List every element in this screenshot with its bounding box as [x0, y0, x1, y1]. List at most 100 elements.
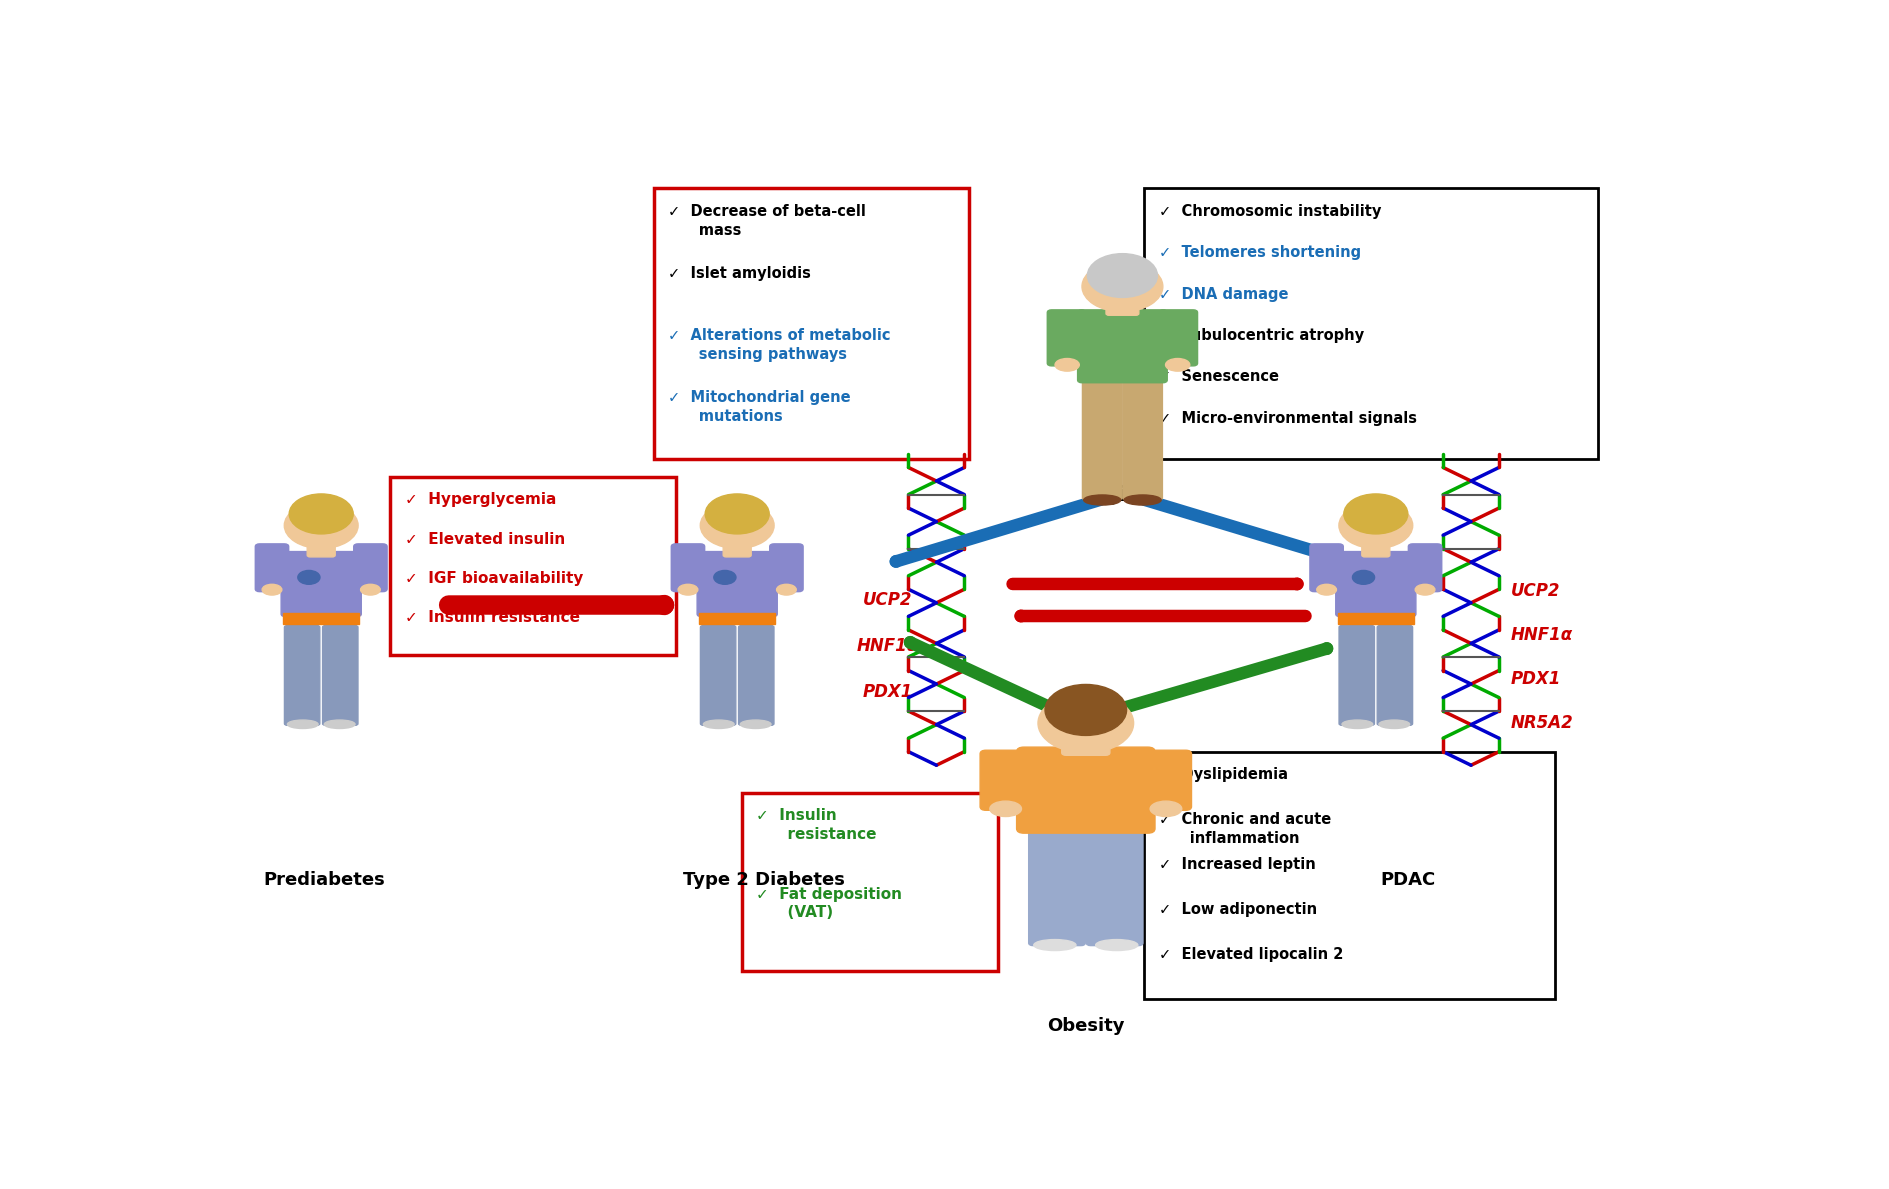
- FancyBboxPatch shape: [1082, 378, 1122, 499]
- FancyBboxPatch shape: [1077, 310, 1167, 383]
- FancyBboxPatch shape: [654, 189, 967, 459]
- FancyBboxPatch shape: [1016, 747, 1154, 833]
- FancyBboxPatch shape: [255, 543, 289, 592]
- FancyBboxPatch shape: [1086, 826, 1143, 945]
- Ellipse shape: [287, 721, 317, 729]
- Text: ✓  Hyperglycemia: ✓ Hyperglycemia: [404, 492, 555, 508]
- FancyBboxPatch shape: [723, 539, 750, 556]
- Text: UCP2: UCP2: [863, 591, 912, 610]
- Ellipse shape: [1341, 721, 1371, 729]
- Text: PDX1: PDX1: [1509, 671, 1560, 688]
- FancyBboxPatch shape: [1337, 612, 1413, 624]
- FancyBboxPatch shape: [308, 539, 334, 556]
- Ellipse shape: [703, 721, 733, 729]
- Text: NR5A2: NR5A2: [1509, 715, 1572, 732]
- FancyBboxPatch shape: [769, 543, 803, 592]
- FancyBboxPatch shape: [697, 552, 776, 617]
- FancyBboxPatch shape: [1047, 310, 1084, 366]
- Ellipse shape: [1166, 359, 1190, 371]
- Ellipse shape: [1033, 939, 1075, 950]
- Circle shape: [1081, 262, 1162, 312]
- Text: Aging: Aging: [1088, 485, 1156, 505]
- Circle shape: [1086, 253, 1156, 297]
- FancyBboxPatch shape: [1105, 296, 1139, 315]
- Circle shape: [298, 571, 319, 584]
- Text: ✓  Islet amyloidis: ✓ Islet amyloidis: [669, 266, 810, 281]
- FancyBboxPatch shape: [323, 625, 357, 725]
- Text: ✓  Chronic and acute
      inflammation: ✓ Chronic and acute inflammation: [1158, 812, 1330, 845]
- Text: ✓  Insulin
      resistance: ✓ Insulin resistance: [756, 809, 876, 842]
- Text: PDX1: PDX1: [863, 682, 912, 702]
- FancyBboxPatch shape: [739, 625, 774, 725]
- Text: ✓  Mitochondrial gene
      mutations: ✓ Mitochondrial gene mutations: [669, 390, 850, 423]
- FancyBboxPatch shape: [1158, 310, 1198, 366]
- FancyBboxPatch shape: [283, 612, 359, 624]
- Text: Obesity: Obesity: [1047, 1017, 1124, 1036]
- Text: ✓  Increased leptin: ✓ Increased leptin: [1158, 857, 1315, 873]
- Text: ✓  Alterations of metabolic
      sensing pathways: ✓ Alterations of metabolic sensing pathw…: [669, 328, 890, 361]
- Text: PDAC: PDAC: [1379, 870, 1436, 888]
- Ellipse shape: [1082, 495, 1120, 505]
- Circle shape: [1353, 571, 1373, 584]
- Text: ✓  Elevated lipocalin 2: ✓ Elevated lipocalin 2: [1158, 948, 1343, 962]
- FancyBboxPatch shape: [353, 543, 387, 592]
- Ellipse shape: [1415, 584, 1434, 594]
- Circle shape: [1037, 693, 1133, 753]
- FancyBboxPatch shape: [699, 612, 774, 624]
- FancyBboxPatch shape: [740, 793, 997, 971]
- Circle shape: [1045, 685, 1126, 736]
- FancyBboxPatch shape: [1028, 826, 1084, 945]
- Ellipse shape: [361, 584, 380, 594]
- FancyBboxPatch shape: [701, 625, 735, 725]
- FancyBboxPatch shape: [389, 477, 674, 655]
- Ellipse shape: [678, 584, 697, 594]
- Ellipse shape: [325, 721, 355, 729]
- Text: ✓  Micro-environmental signals: ✓ Micro-environmental signals: [1158, 410, 1417, 426]
- Text: HNF1α: HNF1α: [1509, 627, 1572, 644]
- Ellipse shape: [1317, 584, 1336, 594]
- FancyBboxPatch shape: [1141, 750, 1190, 810]
- Text: ✓  Senescence: ✓ Senescence: [1158, 370, 1279, 384]
- Text: Type 2 Diabetes: Type 2 Diabetes: [682, 870, 844, 888]
- FancyBboxPatch shape: [281, 552, 361, 617]
- FancyBboxPatch shape: [1143, 751, 1553, 999]
- FancyBboxPatch shape: [1377, 625, 1411, 725]
- Circle shape: [714, 571, 735, 584]
- Ellipse shape: [263, 584, 281, 594]
- Ellipse shape: [1054, 359, 1079, 371]
- Ellipse shape: [740, 721, 771, 729]
- FancyBboxPatch shape: [1143, 189, 1598, 459]
- Text: UCP2: UCP2: [1509, 583, 1558, 600]
- Text: ✓  Telomeres shortening: ✓ Telomeres shortening: [1158, 245, 1360, 260]
- FancyBboxPatch shape: [671, 543, 705, 592]
- FancyBboxPatch shape: [1309, 543, 1343, 592]
- Text: ✓  Chromosomic instability: ✓ Chromosomic instability: [1158, 205, 1381, 219]
- FancyBboxPatch shape: [283, 625, 319, 725]
- Circle shape: [701, 503, 774, 548]
- Text: ✓  Decrease of beta-cell
      mass: ✓ Decrease of beta-cell mass: [669, 205, 865, 238]
- Circle shape: [1337, 503, 1411, 548]
- FancyBboxPatch shape: [1337, 625, 1373, 725]
- FancyBboxPatch shape: [1362, 539, 1388, 556]
- Text: ✓  Fat deposition
      (VAT): ✓ Fat deposition (VAT): [756, 887, 901, 920]
- FancyBboxPatch shape: [980, 750, 1030, 810]
- FancyBboxPatch shape: [1407, 543, 1441, 592]
- Ellipse shape: [1096, 939, 1137, 950]
- Ellipse shape: [1379, 721, 1409, 729]
- Ellipse shape: [1150, 801, 1181, 817]
- Circle shape: [1343, 493, 1407, 534]
- Text: ✓  Insulin resistance: ✓ Insulin resistance: [404, 610, 580, 625]
- Ellipse shape: [990, 801, 1020, 817]
- Circle shape: [289, 493, 353, 534]
- FancyBboxPatch shape: [1336, 552, 1415, 617]
- Text: Prediabetes: Prediabetes: [263, 870, 385, 888]
- Text: ✓  IGF bioavailability: ✓ IGF bioavailability: [404, 571, 584, 586]
- FancyBboxPatch shape: [1122, 378, 1162, 499]
- Ellipse shape: [776, 584, 795, 594]
- Text: ✓  Low adiponectin: ✓ Low adiponectin: [1158, 902, 1317, 917]
- Text: HNF1α: HNF1α: [856, 637, 918, 655]
- Circle shape: [705, 493, 769, 534]
- Ellipse shape: [1124, 495, 1160, 505]
- Text: ✓  Elevated insulin: ✓ Elevated insulin: [404, 531, 565, 547]
- Text: ✓  Lubulocentric atrophy: ✓ Lubulocentric atrophy: [1158, 328, 1364, 344]
